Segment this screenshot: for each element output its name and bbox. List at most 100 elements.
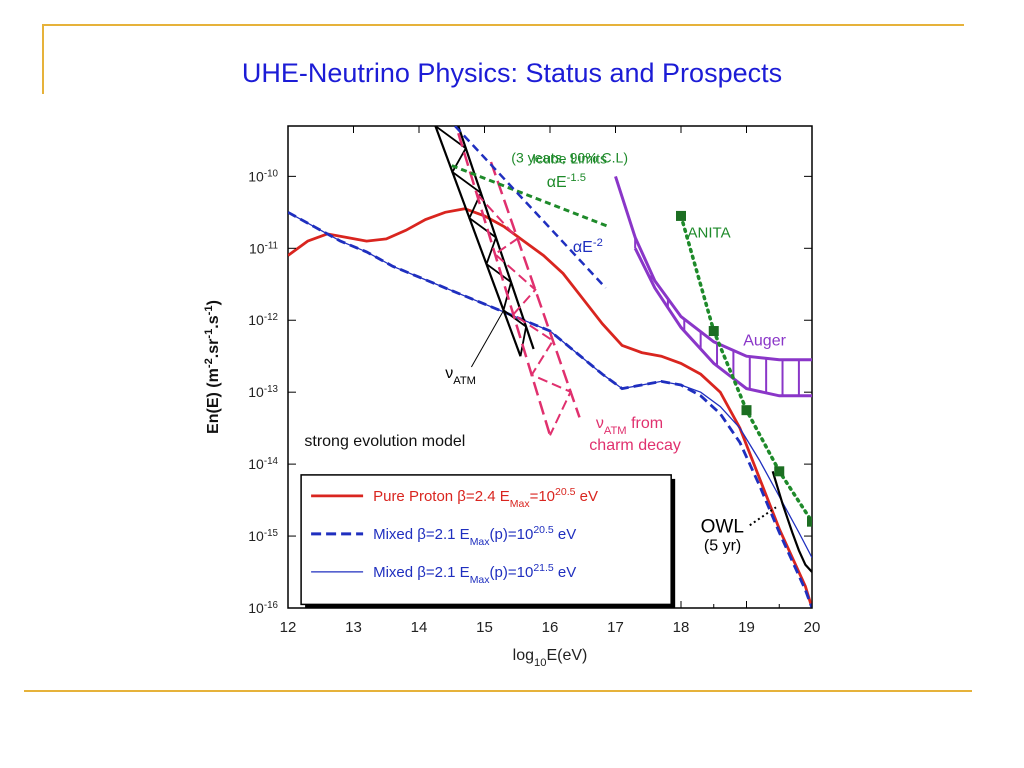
y-tick-label: 10-12: [248, 312, 278, 329]
charm-label-2: charm decay: [589, 437, 681, 454]
owl-curve: [771, 470, 812, 573]
atm-label-part: ν: [445, 365, 453, 382]
legend-label-1-part: Max: [510, 498, 531, 510]
y-tick-label: 10-15: [248, 528, 278, 545]
icecube-label-2: (3 years, 90% C.L): [511, 149, 628, 165]
anita-point: [741, 405, 752, 416]
y-tick-label-part: 10: [248, 528, 264, 544]
legend-label-2: Mixed β=2.1 EMax(p)=1020.5 eV: [373, 524, 576, 548]
x-tick-label: 20: [804, 619, 821, 636]
y-tick-label: 10-16: [248, 600, 278, 617]
charm-band-hatch: [475, 192, 572, 436]
y-tick-label-part: 10: [249, 240, 265, 256]
y-axis-label: En(E) (m-2.sr-1.s-1): [203, 300, 222, 434]
slide-title: UHE-Neutrino Physics: Status and Prospec…: [241, 58, 783, 88]
auger-band-upper: [614, 175, 812, 362]
legend-label-3-part: (p)=10: [490, 564, 534, 581]
y-tick-label-part: 10: [248, 600, 264, 616]
proton-curve: [288, 207, 812, 608]
atm-label-part: ATM: [453, 375, 476, 387]
y-tick-label-part: -10: [264, 168, 279, 179]
legend-label-3: Mixed β=2.1 EMax(p)=1021.5 eV: [373, 562, 576, 586]
anita-point: [708, 326, 719, 337]
legend-label-1-part: eV: [575, 488, 598, 505]
anita-label: ANITA: [688, 225, 731, 242]
icecube-e15-line: [451, 164, 610, 229]
icecube-e15-label: αE-1.5: [547, 172, 586, 191]
charm-band-upper: [457, 132, 552, 436]
anita-point: [676, 210, 686, 221]
anita-point: [774, 466, 785, 477]
atm-band-upper: [434, 126, 522, 357]
x-tick-label: 13: [345, 619, 362, 636]
legend-label-1-part: 20.5: [555, 486, 576, 498]
y-tick-label-part: -14: [264, 456, 279, 467]
y-tick-label: 10-13: [248, 384, 278, 401]
annotation-layer: [434, 126, 812, 527]
left-rule: [42, 24, 44, 94]
y-axis-label-part: .sr: [205, 339, 222, 359]
x-tick-label: 16: [542, 619, 559, 636]
atm-band-hatch: [434, 126, 528, 357]
atm-leader: [470, 309, 505, 368]
charm-label-1: νATM from: [596, 415, 663, 437]
y-axis-label-part: -1: [203, 329, 215, 339]
charm-label-1-part: ν: [596, 415, 604, 432]
x-tick-label: 17: [607, 619, 624, 636]
legend-label-1: Pure Proton β=2.4 EMax=1020.5 eV: [373, 486, 598, 510]
icecube-label-1: Icube Limits: [532, 150, 607, 166]
y-axis-label-part: ): [205, 300, 222, 305]
atm-label: νATM: [445, 365, 476, 387]
x-axis-label-part: 10: [534, 657, 546, 669]
charm-band-lower: [489, 161, 581, 418]
legend-label-3-part: Mixed β=2.1 E: [373, 564, 470, 581]
y-tick-label-part: 10: [248, 168, 264, 184]
icecube-e2-label: αE-2: [573, 237, 603, 256]
legend-label-2-part: Mixed β=2.1 E: [373, 526, 470, 543]
legend-label-3-part: Max: [470, 574, 491, 586]
x-tick-label: 15: [476, 619, 493, 636]
y-tick-label-part: 10: [248, 456, 264, 472]
icecube-e2-label-part: -2: [593, 237, 603, 249]
legend-label-2-part: (p)=10: [490, 526, 534, 543]
y-tick-label: 10-10: [248, 168, 278, 185]
x-tick-label: 18: [673, 619, 690, 636]
x-tick-label: 14: [411, 619, 428, 636]
icecube-e2-label-part: αE: [573, 239, 593, 256]
charm-label-1-part: from: [627, 415, 663, 432]
legend-label-3-part: 21.5: [533, 562, 554, 574]
x-tick-label: 12: [280, 619, 297, 636]
y-tick-label-part: -16: [264, 600, 279, 611]
legend-label-2-part: Max: [470, 536, 491, 548]
series-layer: [288, 207, 812, 608]
y-axis-label-part: -1: [203, 305, 215, 315]
anita-point: [807, 516, 812, 527]
legend: Pure Proton β=2.4 EMax=1020.5 eV Mixed β=…: [300, 474, 676, 609]
owl-leader: [749, 506, 777, 527]
y-axis-label-part: .s: [205, 315, 222, 328]
y-tick-label: 10-11: [249, 240, 278, 257]
legend-label-2-part: 20.5: [533, 524, 554, 536]
y-tick-label: 10-14: [248, 456, 278, 473]
model-label: strong evolution model: [304, 433, 465, 450]
y-axis-label-part: En(E) (m: [205, 368, 222, 434]
icecube-e15-label-part: -1.5: [567, 172, 586, 184]
y-tick-label-part: 10: [248, 384, 264, 400]
legend-label-1-part: Pure Proton β=2.4 E: [373, 488, 510, 505]
legend-label-3-part: eV: [554, 564, 577, 581]
bottom-rule: [24, 690, 972, 692]
y-tick-label-part: 10: [248, 312, 264, 328]
top-rule: [42, 24, 964, 26]
mixed-thin-curve: [288, 211, 812, 558]
auger-band-lower: [633, 247, 812, 398]
icecube-e2-line: [454, 126, 607, 289]
axis-layer: 12 13 14 15 16 17 18 19 20log10E(eV)10-1010-1110…: [203, 126, 820, 669]
y-tick-label-part: -15: [264, 528, 279, 539]
legend-label-2-part: eV: [554, 526, 577, 543]
neutrino-flux-chart: 12 13 14 15 16 17 18 19 20log10E(eV)10-1010-1110…: [190, 108, 830, 678]
y-tick-label-part: -12: [264, 312, 278, 323]
y-tick-label-part: -13: [264, 384, 279, 395]
owl-years-label: (5 yr): [704, 537, 741, 554]
x-axis-label-part: E(eV): [546, 647, 587, 664]
x-axis-label-part: log: [513, 647, 534, 664]
